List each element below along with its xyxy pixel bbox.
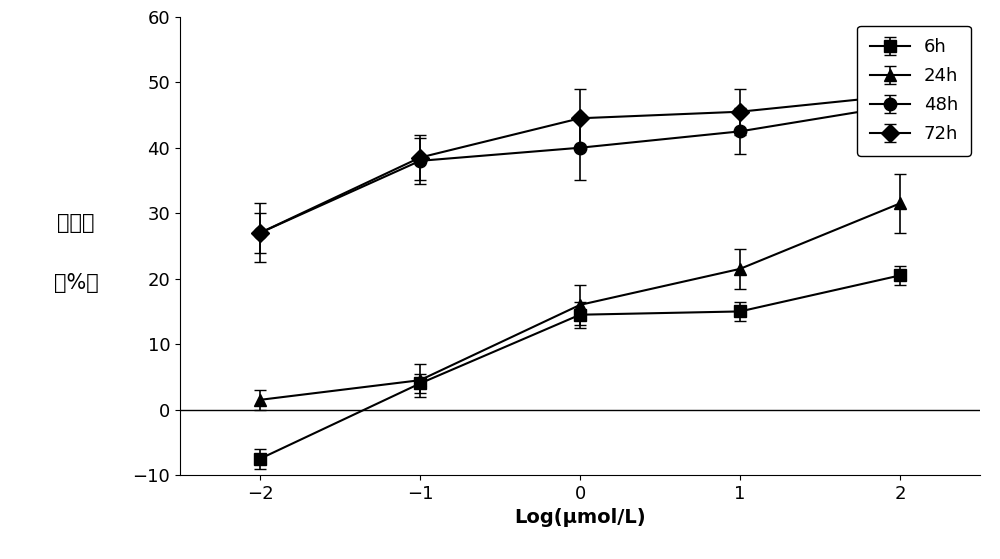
Text: 抑制率: 抑制率 [57,213,95,233]
Text: （%）: （%） [54,273,98,292]
Legend: 6h, 24h, 48h, 72h: 6h, 24h, 48h, 72h [857,26,971,155]
X-axis label: Log(μmol/L): Log(μmol/L) [514,509,646,528]
